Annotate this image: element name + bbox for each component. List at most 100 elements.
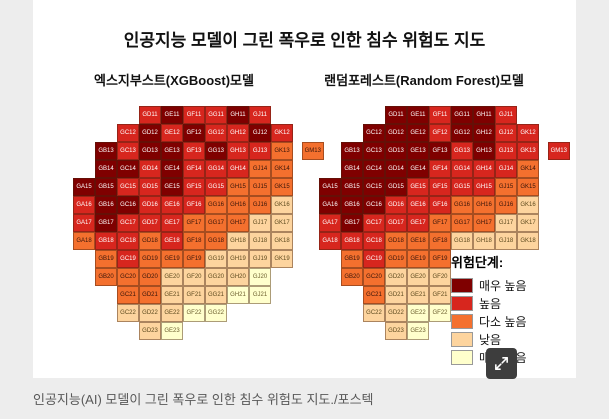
map-cell-GF19: GF19 — [183, 250, 205, 268]
map-cell-GD18: GD18 — [139, 232, 161, 250]
legend-swatch — [451, 313, 473, 329]
map-cell-GC20: GC20 — [117, 268, 139, 286]
map-cell-GK13: GK13 — [517, 142, 539, 160]
map-cell-GC16: GC16 — [363, 196, 385, 214]
map-cell-GG17: GG17 — [451, 214, 473, 232]
map-cell-GJ11: GJ11 — [249, 106, 271, 124]
map-cell-GH13: GH13 — [473, 142, 495, 160]
map-cell-GF20: GF20 — [429, 268, 451, 286]
map-cell-GG20: GG20 — [205, 268, 227, 286]
map-cell-GH15: GH15 — [227, 178, 249, 196]
map-cell-GJ13: GJ13 — [495, 142, 517, 160]
map-cell-GG15: GG15 — [451, 178, 473, 196]
map-cell-GH12: GH12 — [227, 124, 249, 142]
map-cell-GK16: GK16 — [517, 196, 539, 214]
map-cell-GD16: GD16 — [139, 196, 161, 214]
map-cell-GE23: GE23 — [407, 322, 429, 340]
map-cell-GA15: GA15 — [73, 178, 95, 196]
map-cell-GG17: GG17 — [205, 214, 227, 232]
map-title-xgboost: 엑스지부스트(XGBoost)모델 — [94, 73, 254, 88]
map-cell-GD22: GD22 — [385, 304, 407, 322]
map-cell-GJ15: GJ15 — [495, 178, 517, 196]
map-cell-GE19: GE19 — [161, 250, 183, 268]
map-cell-GE12: GE12 — [407, 124, 429, 142]
map-cell-GH18: GH18 — [473, 232, 495, 250]
map-cell-GE16: GE16 — [161, 196, 183, 214]
image-caption: 인공지능(AI) 모델이 그린 폭우로 인한 침수 위험도 지도./포스텍 — [33, 392, 374, 407]
map-cell-GC15: GC15 — [117, 178, 139, 196]
map-cell-GH12: GH12 — [473, 124, 495, 142]
map-xgboost: GD11 GE11 GF11 GG11 GH11 GJ11 GC12 GD12 GE12 GF12… — [73, 106, 324, 348]
map-title-randomforest: 랜덤포레스트(Random Forest)모델 — [324, 73, 524, 88]
map-cell-GD14: GD14 — [385, 160, 407, 178]
map-cell-GG18: GG18 — [451, 232, 473, 250]
map-cell-GD23: GD23 — [385, 322, 407, 340]
map-cell-GF12: GF12 — [183, 124, 205, 142]
figure-title: 인공지능 모델이 그린 폭우로 인한 침수 위험도 지도 — [123, 31, 486, 50]
map-cell-GK19: GK19 — [271, 250, 293, 268]
map-cell-GG14: GG14 — [451, 160, 473, 178]
map-cell-GH11: GH11 — [473, 106, 495, 124]
map-cell-GG13: GG13 — [205, 142, 227, 160]
map-cell-GC12: GC12 — [117, 124, 139, 142]
map-cell-GG16: GG16 — [451, 196, 473, 214]
map-cell-GD15: GD15 — [385, 178, 407, 196]
map-cell-GM13: GM13 — [301, 142, 324, 160]
map-cell-GG14: GG14 — [205, 160, 227, 178]
map-cell-GE13: GE13 — [161, 142, 183, 160]
map-cell-GJ14: GJ14 — [495, 160, 517, 178]
map-cell-GF21: GF21 — [429, 286, 451, 304]
map-cell-GB13: GB13 — [95, 142, 117, 160]
map-cell-GE22: GE22 — [407, 304, 429, 322]
map-cell-GG12: GG12 — [451, 124, 473, 142]
map-cell-GG12: GG12 — [205, 124, 227, 142]
map-cell-GB14: GB14 — [95, 160, 117, 178]
map-cell-GJ16: GJ16 — [249, 196, 271, 214]
map-cell-GC21: GC21 — [363, 286, 385, 304]
map-cell-GK13: GK13 — [271, 142, 293, 160]
map-cell-GB16: GB16 — [95, 196, 117, 214]
expand-button[interactable] — [486, 348, 517, 379]
map-cell-GC13: GC13 — [363, 142, 385, 160]
map-cell-GJ17: GJ17 — [249, 214, 271, 232]
map-cell-GJ20: GJ20 — [249, 268, 271, 286]
map-cell-GE17: GE17 — [161, 214, 183, 232]
legend-swatch — [451, 277, 473, 293]
map-cell-GF21: GF21 — [183, 286, 205, 304]
map-cell-GC19: GC19 — [117, 250, 139, 268]
map-cell-GD17: GD17 — [385, 214, 407, 232]
map-cell-GF17: GF17 — [183, 214, 205, 232]
map-cell-GC14: GC14 — [117, 160, 139, 178]
legend-swatch — [451, 349, 473, 365]
legend-item: 높음 — [451, 294, 575, 312]
map-cell-GD13: GD13 — [139, 142, 161, 160]
map-cell-GJ19: GJ19 — [249, 250, 271, 268]
map-cell-GK18: GK18 — [517, 232, 539, 250]
map-cell-GA17: GA17 — [319, 214, 341, 232]
map-randomforest: GD11 GE11 GF11 GG11 GH11 GJ11 GC12 GD12 GE12 GF12… — [319, 106, 570, 348]
map-cell-GB15: GB15 — [95, 178, 117, 196]
map-cell-GD16: GD16 — [385, 196, 407, 214]
map-cell-GE21: GE21 — [161, 286, 183, 304]
map-cell-GM13: GM13 — [547, 142, 570, 160]
legend-label: 낮음 — [479, 332, 502, 347]
map-cell-GH17: GH17 — [227, 214, 249, 232]
map-cell-GG22: GG22 — [205, 304, 227, 322]
map-cell-GF14: GF14 — [183, 160, 205, 178]
map-cell-GF20: GF20 — [183, 268, 205, 286]
map-cell-GD21: GD21 — [385, 286, 407, 304]
map-cell-GF15: GF15 — [183, 178, 205, 196]
map-cell-GF14: GF14 — [429, 160, 451, 178]
map-cell-GF13: GF13 — [429, 142, 451, 160]
map-cell-GC17: GC17 — [363, 214, 385, 232]
map-cell-GK17: GK17 — [271, 214, 293, 232]
map-cell-GE19: GE19 — [407, 250, 429, 268]
map-cell-GE17: GE17 — [407, 214, 429, 232]
map-cell-GE11: GE11 — [407, 106, 429, 124]
map-cell-GC12: GC12 — [363, 124, 385, 142]
legend-title: 위험단계: — [451, 255, 504, 270]
map-cell-GE21: GE21 — [407, 286, 429, 304]
map-cell-GA18: GA18 — [73, 232, 95, 250]
figure-panel: 인공지능 모델이 그린 폭우로 인한 침수 위험도 지도 엑스지부스트(XGBo… — [33, 0, 576, 378]
map-cell-GB15: GB15 — [341, 178, 363, 196]
